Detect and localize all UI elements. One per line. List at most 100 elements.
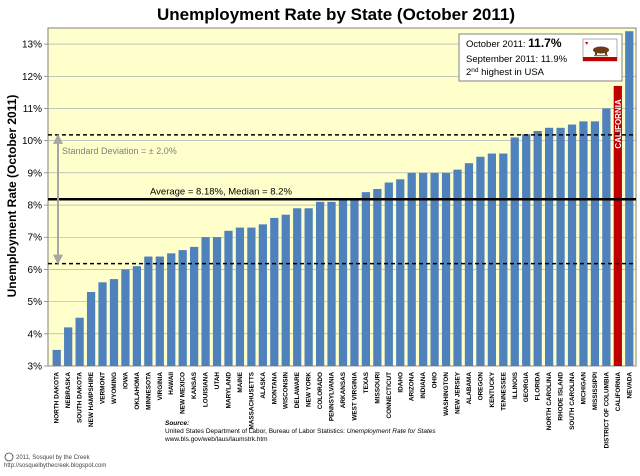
x-tick-label: MISSISSIPPI <box>592 372 599 410</box>
x-tick-label: LOUISIANA <box>203 372 210 408</box>
y-tick-label: 12% <box>22 72 42 83</box>
bar-utah <box>212 237 222 366</box>
copyright-icon <box>4 452 14 462</box>
bar-ohio <box>430 172 439 366</box>
x-tick-label: WEST VIRGINIA <box>351 372 358 421</box>
source-report: Unemployment Rate for States <box>347 428 437 435</box>
bar-hawaii <box>167 253 176 366</box>
bar-west-virginia <box>350 198 359 366</box>
y-axis-label: Unemployment Rate (October 2011) <box>5 95 19 298</box>
x-tick-label: WASHINGTON <box>443 372 450 416</box>
california-bar-label: CALIFORNIA <box>614 99 623 149</box>
x-tick-label: TEXAS <box>363 371 370 393</box>
bar-missouri <box>373 188 382 366</box>
x-tick-label: KANSAS <box>191 371 198 399</box>
bar-connecticut <box>384 182 393 366</box>
std-dev-label: Standard Deviation = ± 2.0% <box>62 146 177 156</box>
x-tick-label: IDAHO <box>397 372 404 393</box>
y-tick-label: 6% <box>28 265 43 276</box>
x-tick-label: COLORADO <box>317 372 324 409</box>
x-tick-label: WYOMING <box>111 372 118 404</box>
x-tick-label: CALIFORNIA <box>615 372 622 412</box>
bar-new-mexico <box>178 250 187 366</box>
chart-title: Unemployment Rate by State (October 2011… <box>157 5 515 24</box>
bar-minnesota <box>144 256 153 366</box>
bar-alaska <box>258 224 267 366</box>
x-tick-label: SOUTH CAROLINA <box>569 372 576 430</box>
bar-rhode-island <box>556 127 565 367</box>
x-tick-label: NEW YORK <box>306 372 313 407</box>
bar-district-of-columbia <box>602 108 611 366</box>
bar-maryland <box>224 230 233 366</box>
bar-mississippi <box>590 121 600 366</box>
source-agency: United States Department of Labor, Burea… <box>165 428 345 435</box>
bar-maine <box>235 227 245 366</box>
x-tick-label: NEW MEXICO <box>180 372 187 414</box>
x-tick-label: NORTH CAROLINA <box>546 372 553 431</box>
x-tick-label: NEBRASKA <box>65 372 72 409</box>
y-tick-label: 10% <box>22 136 42 147</box>
x-tick-label: CONNECTICUT <box>386 372 393 419</box>
bar-wisconsin <box>281 214 290 366</box>
bar-oregon <box>476 156 485 366</box>
bar-vermont <box>98 282 107 366</box>
callout-rank-suffix: nd <box>471 67 479 74</box>
x-tick-label: UTAH <box>214 372 221 390</box>
callout-october-prefix: October 2011: <box>466 39 526 50</box>
bar-iowa <box>121 269 130 366</box>
y-tick-label: 9% <box>28 168 43 179</box>
bar-idaho <box>396 179 405 366</box>
bar-montana <box>270 217 279 366</box>
bar-pennsylvania <box>327 201 336 366</box>
source-heading: Source: <box>165 420 189 427</box>
x-tick-label: WISCONSIN <box>283 372 290 409</box>
x-tick-label: MICHIGAN <box>580 372 587 405</box>
bar-oklahoma <box>132 266 142 366</box>
bar-north-carolina <box>544 127 554 367</box>
x-tick-label: ALASKA <box>260 372 267 399</box>
callout-box: October 2011: 11.7% September 2011: 11.9… <box>458 33 623 82</box>
x-tick-label: MINNESOTA <box>145 372 152 410</box>
x-tick-label: HAWAII <box>168 372 175 395</box>
bar-massachusetts <box>247 227 256 366</box>
source-url[interactable]: www.bls.gov/web/laus/laumstrk.htm <box>164 436 268 443</box>
bar-kansas <box>190 246 199 366</box>
bar-south-carolina <box>567 124 577 366</box>
bar-georgia <box>522 134 531 366</box>
y-tick-label: 4% <box>28 329 43 340</box>
source-line-1: United States Department of Labor, Burea… <box>165 428 436 435</box>
x-tick-label: RHODE ISLAND <box>558 372 565 421</box>
bar-florida <box>533 131 542 366</box>
bar-louisiana <box>201 237 210 366</box>
bar-tennessee <box>499 153 508 366</box>
x-tick-label: OKLAHOMA <box>134 372 141 410</box>
average-label: Average = 8.18%, Median = 8.2% <box>150 186 292 197</box>
x-tick-label: MONTANA <box>271 372 278 405</box>
x-tick-label: ILLINOIS <box>512 371 519 399</box>
y-tick-label: 13% <box>22 40 42 51</box>
copyright-url[interactable]: http://sosquelbythecreek.blogspot.com <box>4 463 106 469</box>
y-tick-label: 11% <box>23 104 42 115</box>
x-tick-label: MAINE <box>237 371 244 392</box>
y-tick-label: 3% <box>28 362 43 373</box>
bar-arizona <box>407 172 416 366</box>
x-tick-label: MASSACHUSETTS <box>248 371 255 429</box>
bar-indiana <box>419 172 428 366</box>
x-tick-label: KENTUCKY <box>489 371 496 407</box>
bar-california <box>613 85 622 366</box>
bar-arkansas <box>338 198 348 366</box>
callout-september: September 2011: 11.9% <box>466 54 568 65</box>
callout-october-value: 11.7% <box>528 36 562 50</box>
x-tick-label: PENNSYLVANIA <box>329 372 336 422</box>
bar-new-york <box>304 208 313 366</box>
x-tick-label: ALABAMA <box>466 372 473 405</box>
x-tick-label: MISSOURI <box>374 372 381 404</box>
bar-new-jersey <box>453 169 462 366</box>
y-tick-label: 7% <box>28 233 43 244</box>
copyright: 2011, Sosquel by the Creek http://sosque… <box>4 452 106 469</box>
x-tick-label: SOUTH DAKOTA <box>77 372 84 423</box>
california-flag-icon <box>582 38 618 62</box>
bar-kentucky <box>487 153 496 366</box>
callout-rank-text: highest in USA <box>481 67 545 78</box>
